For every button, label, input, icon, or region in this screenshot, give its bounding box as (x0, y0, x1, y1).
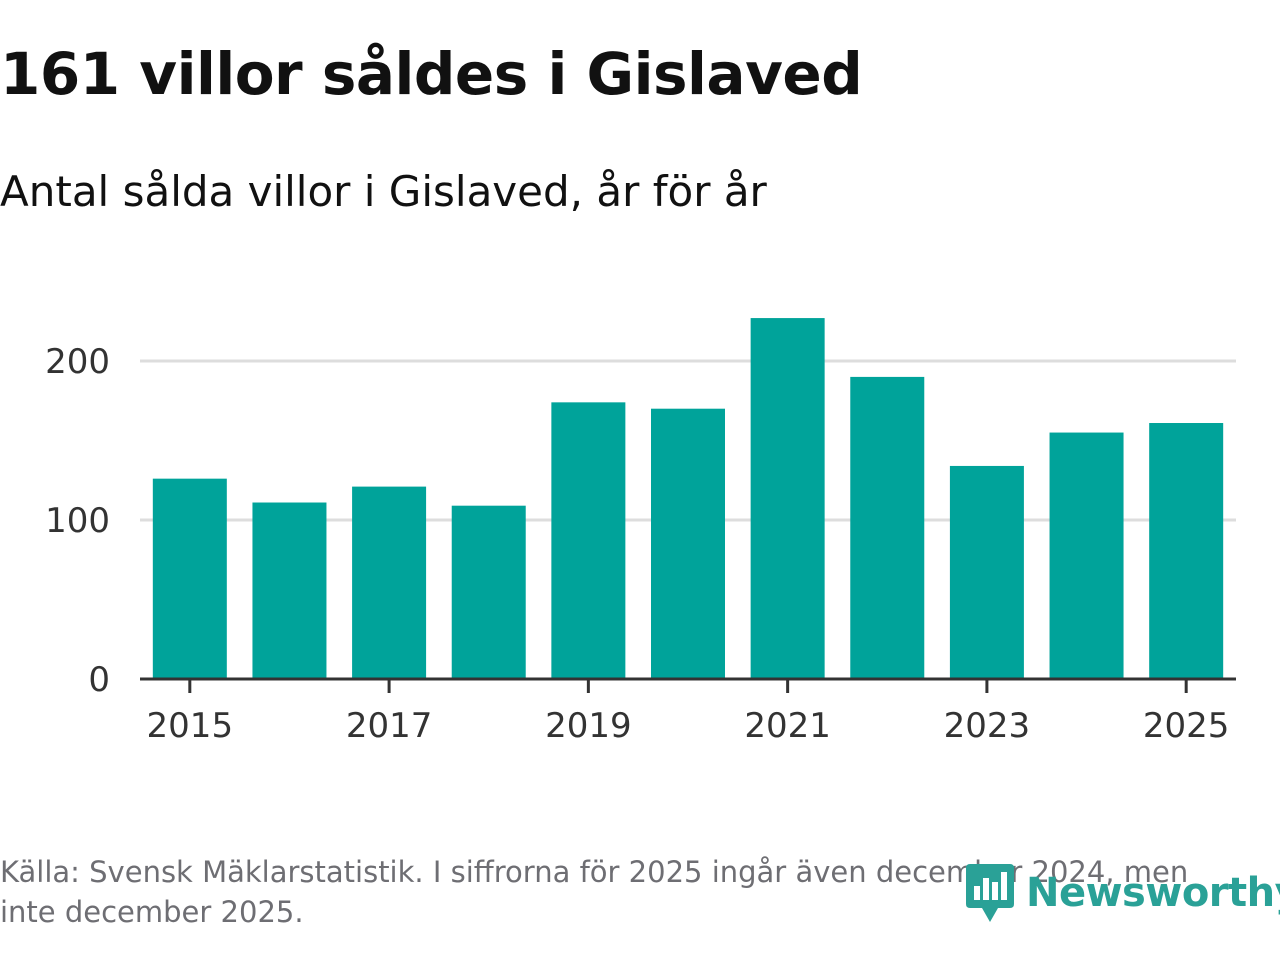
bar-2021 (750, 318, 825, 679)
y-tick-label: 100 (45, 501, 110, 541)
bar-2025 (1149, 423, 1224, 679)
newsworthy-chart-icon (966, 864, 1014, 922)
x-tick-label: 2023 (944, 706, 1031, 746)
x-tick-label: 2025 (1143, 706, 1230, 746)
bar-2015 (152, 478, 227, 679)
bar-2022 (850, 376, 925, 679)
y-tick-label: 0 (88, 660, 110, 700)
bar-2020 (651, 408, 725, 679)
bar-2019 (551, 402, 626, 679)
x-tick-label: 2015 (147, 706, 234, 746)
x-tick-label: 2017 (346, 706, 433, 746)
bar-2023 (949, 465, 1024, 679)
bar-2018 (451, 505, 526, 679)
logo-text: Newsworthy (1026, 870, 1280, 916)
bars (152, 318, 1224, 679)
x-tick-label: 2021 (744, 706, 831, 746)
chart-title: 161 villor såldes i Gislaved (0, 40, 863, 108)
newsworthy-logo: Newsworthy (962, 858, 1280, 928)
bar-2016 (252, 502, 327, 679)
y-tick-label: 200 (45, 342, 110, 382)
x-tick-label: 2019 (545, 706, 632, 746)
bar-2024 (1049, 432, 1124, 679)
axes: 0 100 200 2015 2017 2019 2021 2023 2025 (45, 342, 1236, 746)
chart-subtitle: Antal sålda villor i Gislaved, år för år (0, 167, 767, 216)
bar-2017 (352, 486, 427, 679)
